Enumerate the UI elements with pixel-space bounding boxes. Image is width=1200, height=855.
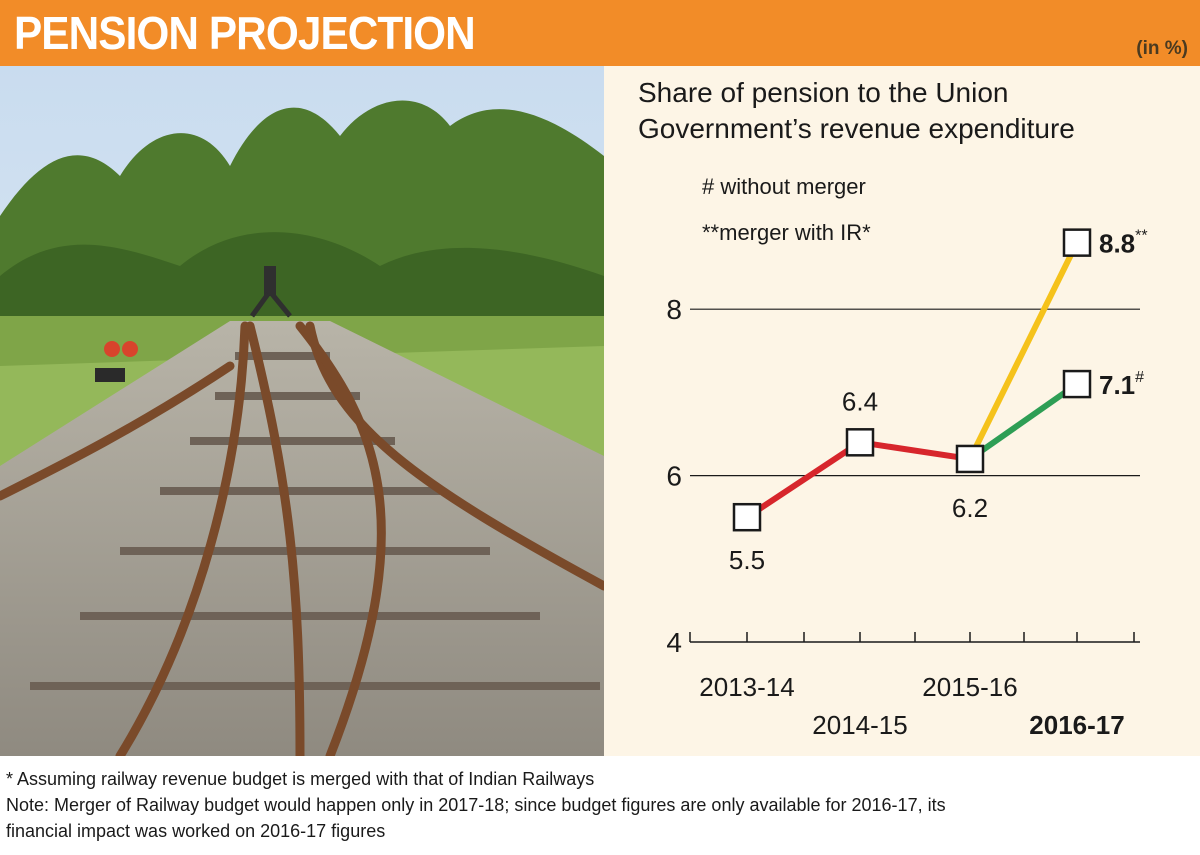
branch-line-8.8 (967, 239, 1080, 462)
legend-merger-with-ir: **merger with IR* (702, 220, 871, 245)
point-2013-14 (732, 502, 762, 532)
data-label-2015-16: 6.2 (952, 493, 988, 523)
data-label-2013-14: 5.5 (729, 545, 765, 575)
point-2015-16 (955, 444, 985, 474)
point-2016-17-7.1 (1062, 369, 1092, 399)
x-tick-label-2015-16: 2015-16 (922, 672, 1017, 702)
footnote-note-continued: financial impact was worked on 2016-17 f… (6, 821, 386, 841)
x-tick-label-2013-14: 2013-14 (699, 672, 794, 702)
chart-title-line-2: Government’s revenue expenditure (638, 113, 1075, 144)
data-label-marker-7.1: # (1135, 369, 1144, 386)
y-tick-label-6: 6 (666, 461, 682, 492)
chart-panel: Share of pension to the Union Government… (604, 66, 1200, 756)
data-label-2014-15: 6.4 (842, 386, 878, 416)
branch-line-7.1 (967, 381, 1080, 462)
data-label-value-8.8: 8.8 (1099, 229, 1135, 259)
x-tick-label-2014-15: 2014-15 (812, 710, 907, 740)
data-label-value-7.1: 7.1 (1099, 370, 1135, 400)
footnotes: * Assuming railway revenue budget is mer… (6, 766, 1196, 844)
x-tick-label-2016-17: 2016-17 (1029, 710, 1124, 740)
page-title: PENSION PROJECTION (14, 7, 476, 59)
data-label-2016-17-7.1: 7.1# (1099, 369, 1144, 400)
railway-track-photo (0, 66, 604, 756)
y-tick-label-8: 8 (666, 294, 682, 325)
data-label-2016-17-8.8: 8.8** (1099, 228, 1148, 259)
footnote-assumption: * Assuming railway revenue budget is mer… (6, 769, 595, 789)
base-series-segment-1 (857, 439, 973, 462)
footnote-note: Note: Merger of Railway budget would hap… (6, 795, 946, 815)
point-2014-15 (845, 428, 875, 457)
point-2016-17-8.8 (1062, 228, 1092, 257)
header-banner: PENSION PROJECTION (in %) (0, 0, 1200, 66)
legend-without-merger: # without merger (702, 174, 866, 199)
chart-title-line-1: Share of pension to the Union (638, 77, 1008, 108)
unit-label: (in %) (1136, 38, 1188, 59)
data-label-marker-8.8: ** (1135, 228, 1147, 245)
y-tick-label-4: 4 (666, 627, 682, 658)
base-series-segment-0 (744, 439, 863, 521)
